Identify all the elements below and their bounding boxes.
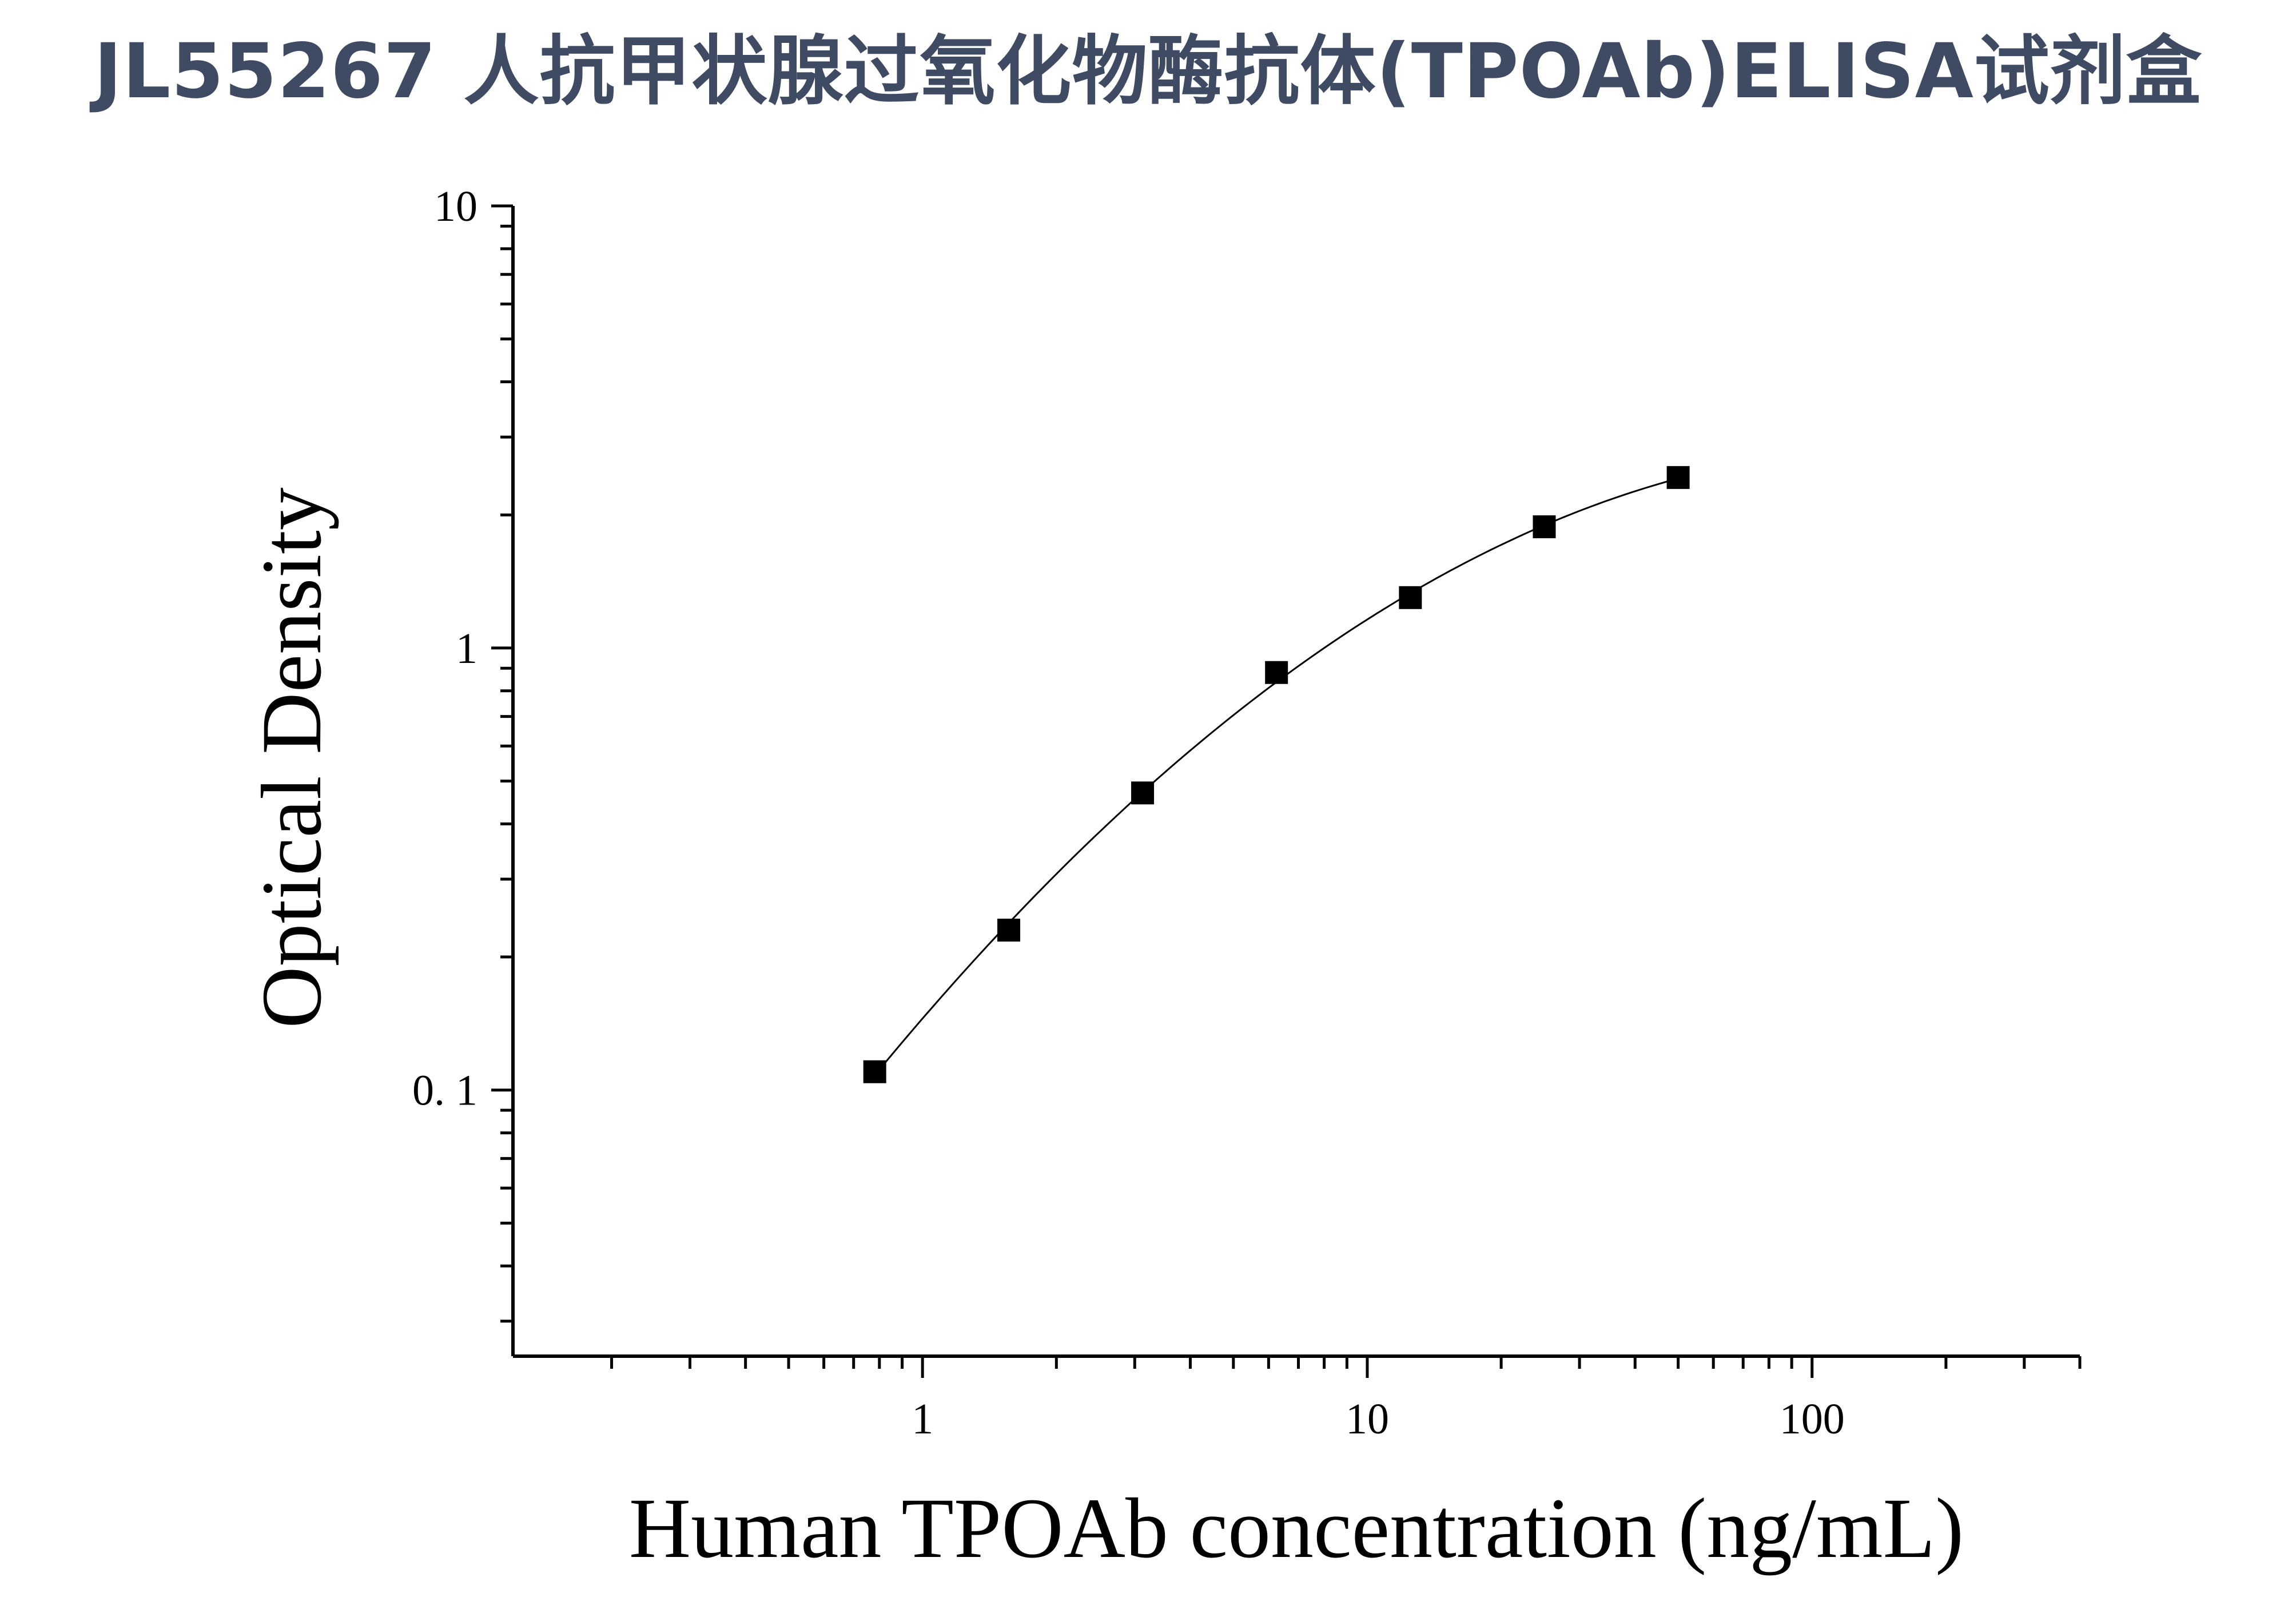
chart-axes [511,206,2080,1358]
fit-curve-group [874,478,1678,1076]
data-point [863,1060,886,1083]
data-point [1265,661,1288,684]
y-tick-label: 1 [456,625,477,673]
data-point [1131,781,1155,805]
x-tick-label: 1 [912,1395,933,1443]
y-tick-label: 0. 1 [412,1067,477,1115]
chart-ticks: 1 10 100 0. 1 1 10 [412,182,2082,1443]
y-tick-label: 10 [434,182,477,231]
x-tick-label: 100 [1780,1395,1845,1443]
x-tick-label: 10 [1346,1395,1389,1443]
data-point [1666,466,1690,489]
data-point [997,919,1021,942]
data-points [863,466,1690,1083]
data-point [1533,515,1556,538]
y-axis-title: Optical Density [244,487,339,1028]
page-title: JL55267 人抗甲状腺过氧化物酶抗体(TPOAb)ELISA试剂盒 [94,27,2202,116]
x-axis-title: Human TPOAb concentration (ng/mL) [629,1481,1964,1576]
data-point [1399,586,1422,609]
fit-curve [874,478,1678,1076]
